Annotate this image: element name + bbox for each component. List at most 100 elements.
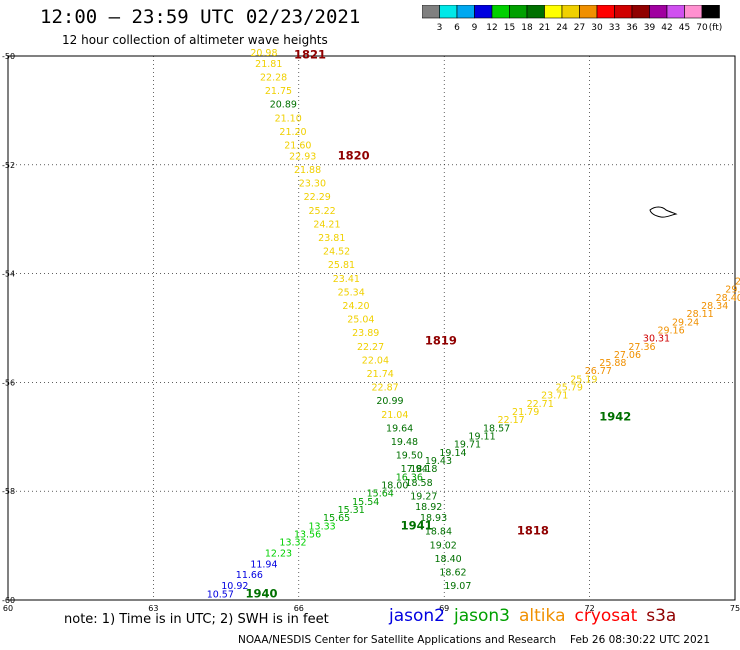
y-tick-label: -60 xyxy=(2,596,15,605)
pass-time-label: 1821 xyxy=(294,48,326,62)
wave-height-value: 13.33 xyxy=(308,521,335,532)
wave-height-value: 21.74 xyxy=(367,369,394,380)
wave-height-value: 26.77 xyxy=(585,366,612,377)
x-tick-label: 75 xyxy=(730,604,740,613)
wave-height-value: 17.94 xyxy=(401,464,428,475)
y-tick-label: -58 xyxy=(2,487,15,496)
satellite-legend-jason3: jason3 xyxy=(454,606,510,626)
wave-height-value: 23.81 xyxy=(318,233,345,244)
wave-height-value: 25.22 xyxy=(308,206,335,217)
plot-frame xyxy=(7,55,736,601)
wave-height-value: 22.71 xyxy=(527,399,554,410)
colorbar-tick-label: 30 xyxy=(591,23,603,33)
colorbar-swatch xyxy=(701,5,720,19)
wave-height-value: 19.07 xyxy=(444,581,471,592)
wave-height-value: 18.57 xyxy=(483,423,510,434)
colorbar-tick-label: 36 xyxy=(626,23,638,33)
colorbar-tick-label: 24 xyxy=(556,23,568,33)
wave-height-value: 18.93 xyxy=(420,513,447,524)
wave-height-value: 28.11 xyxy=(687,309,714,320)
colorbar-tick-label: 33 xyxy=(609,23,620,33)
wave-height-value: 19.48 xyxy=(391,437,418,448)
colorbar-tick-label: 45 xyxy=(679,23,690,33)
wave-height-value: 21.79 xyxy=(512,407,539,418)
x-tick-label: 63 xyxy=(148,604,158,613)
wave-height-value: 25.19 xyxy=(570,374,597,385)
wave-height-value: 21.04 xyxy=(381,410,408,421)
x-tick-label: 66 xyxy=(294,604,304,613)
wave-height-value: 25.88 xyxy=(599,358,626,369)
colorbar-tick-label: 12 xyxy=(486,23,497,33)
wave-height-value: 19.11 xyxy=(468,432,495,443)
y-tick-label: -56 xyxy=(2,378,15,387)
wave-height-value: 29.60 xyxy=(725,285,740,296)
wave-height-value: 13.56 xyxy=(294,529,321,540)
pass-time-label: 1940 xyxy=(245,586,277,600)
colorbar-tick-label: 15 xyxy=(504,23,515,33)
wave-height-value: 18.62 xyxy=(439,568,466,579)
footnote: note: 1) Time is in UTC; 2) SWH is in fe… xyxy=(64,612,329,627)
wave-height-value: 23.71 xyxy=(541,391,568,402)
x-tick-label: 60 xyxy=(3,604,13,613)
wave-height-value: 19.43 xyxy=(425,456,452,467)
wave-height-value: 21.20 xyxy=(279,127,306,138)
wave-height-value: 15.64 xyxy=(367,489,394,500)
wave-height-value: 30.31 xyxy=(643,334,670,345)
wave-height-value: 18.00 xyxy=(381,480,408,491)
wave-height-value: 25.34 xyxy=(338,287,365,298)
wave-height-value: 15.54 xyxy=(352,497,379,508)
chart-subtitle: 12 hour collection of altimeter wave hei… xyxy=(62,33,328,47)
wave-height-value: 18.84 xyxy=(425,527,452,538)
wave-height-value: 22.29 xyxy=(304,192,331,203)
x-tick-label: 69 xyxy=(439,604,449,613)
wave-height-value: 19.50 xyxy=(396,451,423,462)
colorbar-tick-label: 27 xyxy=(574,23,585,33)
wave-height-value: 11.66 xyxy=(236,570,263,581)
wave-height-value: 22.87 xyxy=(372,383,399,394)
wave-height-value: 19.14 xyxy=(439,448,466,459)
wave-height-value: 19.64 xyxy=(386,423,413,434)
wave-height-value: 28.40 xyxy=(716,293,740,304)
generation-timestamp: Feb 26 08:30:22 UTC 2021 xyxy=(570,634,710,646)
chart-title: 12:00 – 23:59 UTC 02/23/2021 xyxy=(40,6,361,28)
wave-height-value: 15.65 xyxy=(323,513,350,524)
island-outline xyxy=(649,206,678,218)
wave-height-value: 10.57 xyxy=(207,589,234,600)
pass-time-label: 1818 xyxy=(517,524,549,538)
wave-height-value: 19.71 xyxy=(454,440,481,451)
wave-height-value: 10.92 xyxy=(221,581,248,592)
wave-height-value: 23.89 xyxy=(352,328,379,339)
colorbar-unit: (ft) xyxy=(709,23,723,33)
wave-height-value: 29.16 xyxy=(657,325,684,336)
pass-time-label: 1941 xyxy=(401,518,433,532)
wave-height-value: 25.79 xyxy=(556,383,583,394)
colorbar-tick-label: 70 xyxy=(696,23,708,33)
wave-height-value: 18.58 xyxy=(405,478,432,489)
wave-height-value: 20.89 xyxy=(270,100,297,111)
wave-height-value: 21.81 xyxy=(255,59,282,70)
colorbar-tick-label: 9 xyxy=(472,23,478,33)
wave-height-value: 22.27 xyxy=(357,342,384,353)
colorbar-tick-label: 21 xyxy=(539,23,550,33)
satellite-legend-jason2: jason2 xyxy=(389,606,445,626)
wave-height-value: 21.88 xyxy=(294,165,321,176)
wave-height-value: 13.32 xyxy=(279,538,306,549)
wave-height-value: 19.27 xyxy=(410,491,437,502)
pass-time-label: 1820 xyxy=(338,148,370,162)
wave-height-value: 21.10 xyxy=(275,113,302,124)
wave-height-value: 28.34 xyxy=(701,301,728,312)
plot-grid xyxy=(7,55,736,601)
wave-height-value: 22.17 xyxy=(498,415,525,426)
wave-height-value: 11.94 xyxy=(250,559,277,570)
wave-height-value: 28 xyxy=(735,276,740,287)
satellite-legend-s3a: s3a xyxy=(646,606,677,626)
wave-height-value: 19.02 xyxy=(430,540,457,551)
wave-height-value: 24.21 xyxy=(313,219,340,230)
pass-time-label: 1942 xyxy=(599,409,631,423)
wave-height-value: 23.30 xyxy=(299,179,326,190)
colorbar-tick-label: 6 xyxy=(454,23,460,33)
wave-height-value: 22.93 xyxy=(289,151,316,162)
satellite-legend-cryosat: cryosat xyxy=(574,606,638,626)
wave-height-value: 23.41 xyxy=(333,274,360,285)
